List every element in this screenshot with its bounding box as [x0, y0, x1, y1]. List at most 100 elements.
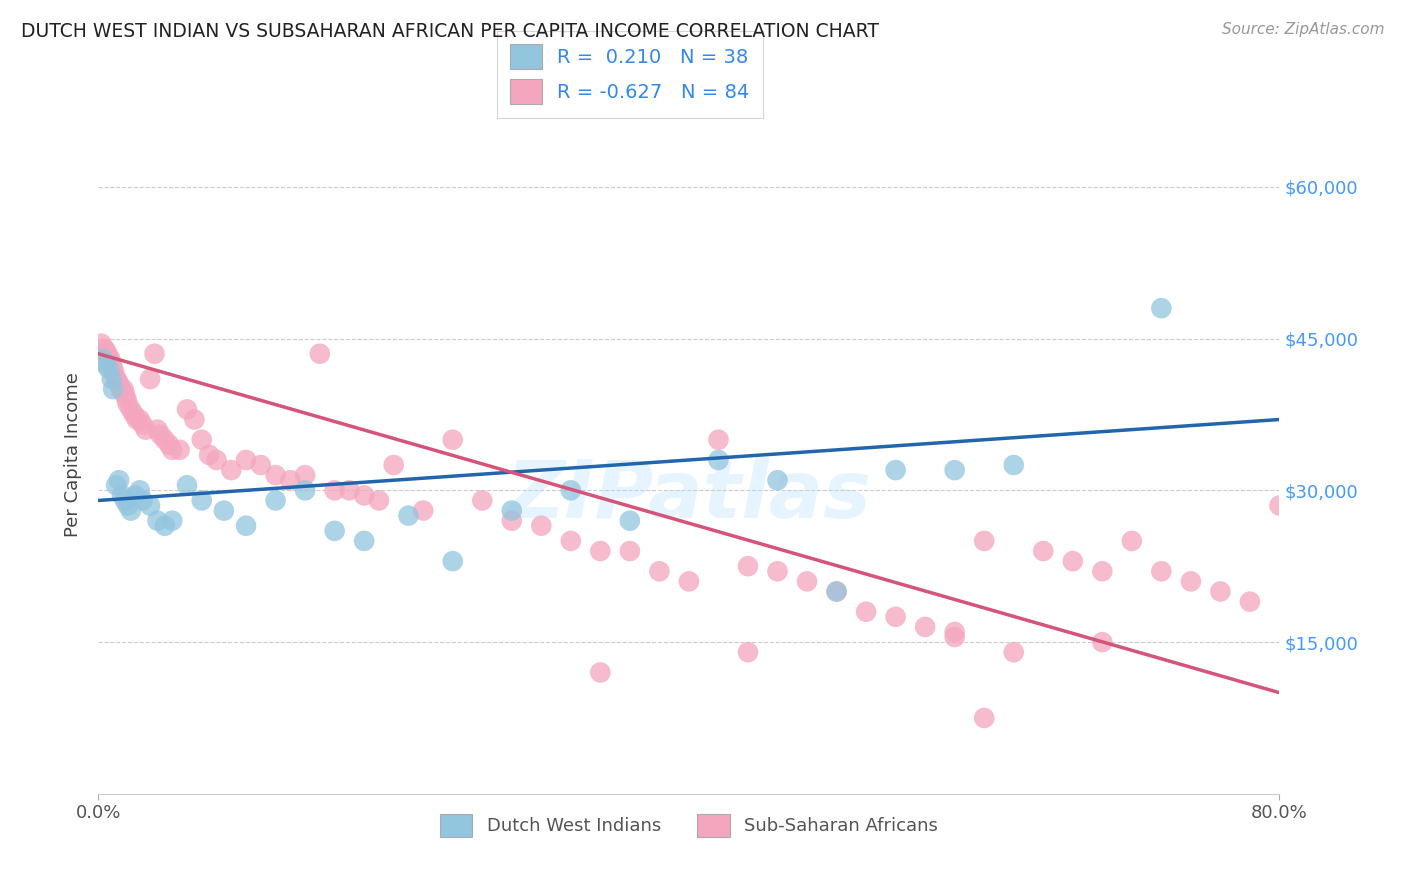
Point	[97, 362, 120, 376]
Point	[323, 524, 346, 538]
Point	[471, 493, 494, 508]
Point	[914, 620, 936, 634]
Point	[104, 367, 127, 381]
Point	[589, 665, 612, 680]
Point	[884, 609, 907, 624]
Point	[294, 483, 316, 498]
Point	[589, 544, 612, 558]
Point	[103, 382, 125, 396]
Point	[825, 584, 848, 599]
Legend: Dutch West Indians, Sub-Saharan Africans: Dutch West Indians, Sub-Saharan Africans	[430, 805, 948, 846]
Point	[884, 463, 907, 477]
Point	[120, 503, 142, 517]
Point	[98, 351, 121, 366]
Point	[441, 433, 464, 447]
Point	[153, 518, 176, 533]
Point	[111, 488, 134, 502]
Point	[1032, 544, 1054, 558]
Point	[973, 533, 995, 548]
Point	[353, 488, 375, 502]
Point	[139, 499, 162, 513]
Point	[105, 478, 128, 492]
Point	[108, 473, 131, 487]
Point	[1002, 645, 1025, 659]
Point	[162, 514, 183, 528]
Point	[115, 392, 138, 407]
Point	[1062, 554, 1084, 568]
Point	[560, 533, 582, 548]
Point	[117, 397, 139, 411]
Point	[530, 518, 553, 533]
Point	[737, 559, 759, 574]
Point	[112, 382, 135, 396]
Point	[146, 514, 169, 528]
Point	[619, 544, 641, 558]
Point	[1268, 499, 1291, 513]
Point	[943, 463, 966, 477]
Point	[501, 503, 523, 517]
Point	[114, 493, 136, 508]
Point	[94, 357, 117, 371]
Point	[128, 412, 150, 426]
Point	[855, 605, 877, 619]
Point	[103, 362, 125, 376]
Point	[235, 518, 257, 533]
Point	[162, 442, 183, 457]
Point	[766, 564, 789, 578]
Point	[1180, 574, 1202, 589]
Point	[105, 372, 128, 386]
Text: Source: ZipAtlas.com: Source: ZipAtlas.com	[1222, 22, 1385, 37]
Point	[294, 468, 316, 483]
Point	[501, 514, 523, 528]
Point	[143, 347, 166, 361]
Point	[205, 453, 228, 467]
Point	[111, 384, 134, 399]
Point	[198, 448, 221, 462]
Text: DUTCH WEST INDIAN VS SUBSAHARAN AFRICAN PER CAPITA INCOME CORRELATION CHART: DUTCH WEST INDIAN VS SUBSAHARAN AFRICAN …	[21, 22, 879, 41]
Point	[825, 584, 848, 599]
Point	[97, 351, 120, 366]
Point	[353, 533, 375, 548]
Point	[943, 625, 966, 640]
Point	[120, 402, 142, 417]
Point	[176, 478, 198, 492]
Point	[114, 387, 136, 401]
Point	[176, 402, 198, 417]
Point	[309, 347, 332, 361]
Point	[122, 408, 145, 422]
Point	[398, 508, 420, 523]
Point	[235, 453, 257, 467]
Point	[1150, 301, 1173, 316]
Point	[153, 433, 176, 447]
Point	[91, 351, 114, 366]
Text: ZIPatlas: ZIPatlas	[506, 457, 872, 534]
Point	[1091, 635, 1114, 649]
Point	[135, 423, 157, 437]
Point	[117, 499, 139, 513]
Point	[1091, 564, 1114, 578]
Point	[132, 493, 155, 508]
Point	[94, 343, 117, 358]
Point	[796, 574, 818, 589]
Point	[125, 412, 148, 426]
Point	[648, 564, 671, 578]
Point	[221, 463, 243, 477]
Point	[368, 493, 391, 508]
Point	[707, 453, 730, 467]
Point	[323, 483, 346, 498]
Point	[146, 423, 169, 437]
Point	[264, 493, 287, 508]
Point	[93, 342, 115, 356]
Point	[1239, 594, 1261, 608]
Point	[100, 357, 122, 371]
Point	[737, 645, 759, 659]
Point	[128, 483, 150, 498]
Point	[339, 483, 361, 498]
Point	[766, 473, 789, 487]
Point	[619, 514, 641, 528]
Point	[100, 372, 122, 386]
Point	[1150, 564, 1173, 578]
Point	[191, 433, 214, 447]
Point	[943, 630, 966, 644]
Point	[124, 488, 146, 502]
